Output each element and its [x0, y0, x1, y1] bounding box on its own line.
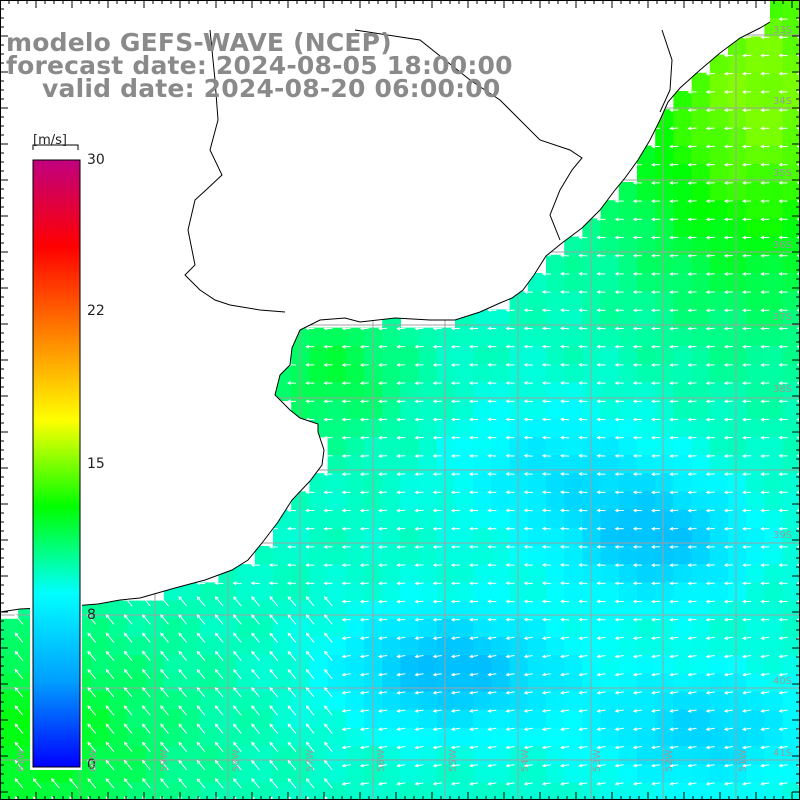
coastline: [0, 21, 771, 613]
lat-label: 38S: [773, 384, 793, 395]
lon-label: 52W: [664, 749, 675, 772]
colorbar: [30, 144, 82, 770]
colorbar-tick-22: 22: [87, 303, 105, 319]
lat-label: 34S: [773, 96, 793, 107]
colorbar-tick-8: 8: [87, 607, 96, 623]
lat-label: 37S: [773, 312, 793, 323]
lon-label: 54W: [520, 749, 531, 772]
colorbar-tick-30: 30: [87, 152, 105, 168]
model-title: modelo GEFS-WAVE (NCEP): [6, 28, 392, 57]
lon-label: 57W: [305, 749, 316, 772]
lon-label: 61W: [16, 749, 27, 772]
lat-label: 41S: [773, 748, 793, 759]
lat-label: 36S: [773, 240, 793, 251]
lat-label: 40S: [773, 676, 793, 687]
lat-label: 33S: [773, 25, 793, 36]
lat-label: 39S: [773, 530, 793, 541]
lon-label: 59W: [159, 749, 170, 772]
lon-label: 58W: [231, 749, 242, 772]
lon-label: 51W: [738, 749, 749, 772]
lon-label: 60W: [88, 749, 99, 772]
colorbar-unit: [m/s]: [33, 133, 67, 148]
colorbar-tick-0: 0: [87, 757, 96, 773]
colorbar-tick-15: 15: [87, 456, 105, 472]
forecast-date: forecast date: 2024-08-05 18:00:00: [6, 51, 513, 80]
lon-label: 53W: [592, 749, 603, 772]
lon-label: 56W: [376, 749, 387, 772]
lat-label: 35S: [773, 168, 793, 179]
valid-date: valid date: 2024-08-20 06:00:00: [42, 74, 501, 103]
lon-label: 55W: [448, 749, 459, 772]
